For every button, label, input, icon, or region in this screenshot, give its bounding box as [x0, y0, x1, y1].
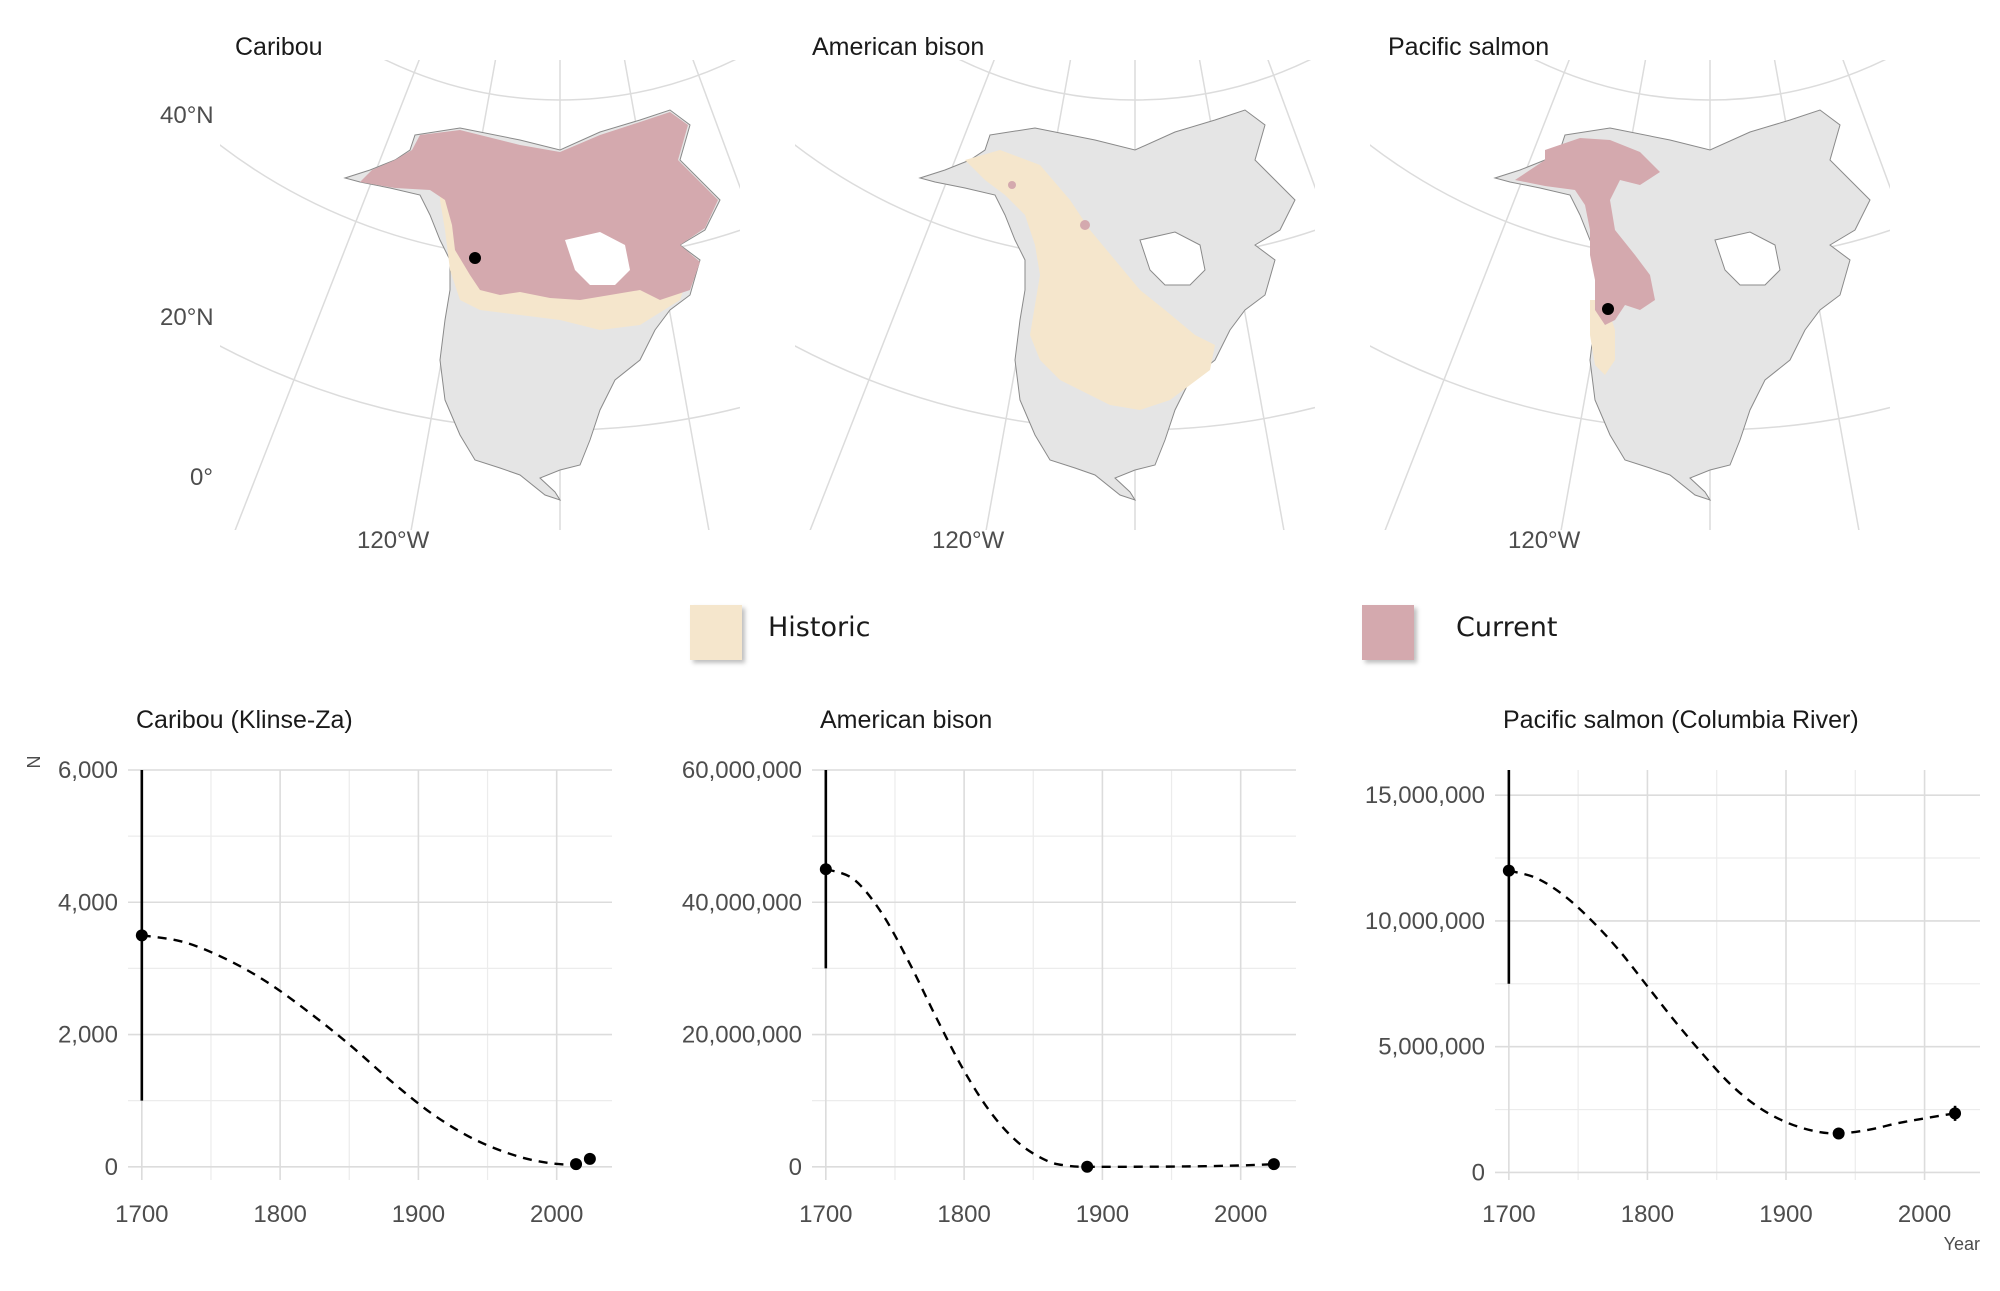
sample-location-dot [469, 252, 481, 264]
legend: Historic Current [690, 605, 1557, 660]
data-point [1832, 1127, 1845, 1140]
legend-swatch-current [1362, 605, 1414, 660]
lon-label: 120°W [1508, 527, 1581, 554]
y-tick-label: 0 [789, 1154, 802, 1181]
chart-panel: 1700 1800 1900 2000 0 5,000,000 10,000,000 15,0… [1365, 706, 1980, 1254]
trend-line [141, 934, 591, 1166]
chart-title: Caribou (Klinse-Za) [136, 706, 353, 734]
line-charts: 1700 1800 1900 2000 0 2,000 4,000 6,000 Caribou … [24, 706, 1980, 1254]
data-point [819, 863, 832, 876]
x-tick-label: 1700 [1482, 1201, 1535, 1228]
x-tick-label: 1800 [253, 1201, 306, 1228]
y-tick-label: 40,000,000 [682, 889, 802, 916]
y-axis-label: N [24, 756, 44, 769]
legend-label-historic: Historic [768, 612, 870, 643]
map-title: American bison [812, 33, 984, 61]
data-point [135, 929, 148, 942]
chart-title: Pacific salmon (Columbia River) [1503, 706, 1859, 734]
x-tick-label: 1800 [937, 1201, 990, 1228]
data-point [1949, 1107, 1962, 1120]
current-range [360, 112, 718, 300]
historic-range [965, 150, 1215, 410]
x-tick-label: 1900 [1076, 1201, 1129, 1228]
lon-label: 120°W [932, 527, 1005, 554]
legend-swatch-historic [690, 605, 742, 660]
chart-panel: 1700 1800 1900 2000 0 20,000,000 40,000,000 60,… [682, 706, 1296, 1228]
lon-label: 120°W [357, 527, 430, 554]
x-tick-label: 1900 [1759, 1201, 1812, 1228]
x-axis-label: Year [1944, 1234, 1980, 1254]
x-tick-label: 1700 [799, 1201, 852, 1228]
map-panel-bison: American bison 120°W [795, 33, 1315, 554]
legend-label-current: Current [1456, 612, 1557, 643]
chart-panel: 1700 1800 1900 2000 0 2,000 4,000 6,000 Caribou … [24, 706, 612, 1228]
x-tick-label: 1800 [1621, 1201, 1674, 1228]
current-range [1515, 138, 1660, 325]
data-point [1267, 1158, 1280, 1171]
data-point [583, 1152, 596, 1165]
x-tick-label: 2000 [1214, 1201, 1267, 1228]
y-tick-label: 2,000 [58, 1022, 118, 1049]
y-tick-label: 0 [105, 1154, 118, 1181]
data-point [570, 1158, 583, 1171]
y-tick-label: 0 [1472, 1159, 1485, 1186]
map-panel-caribou: Caribou 40°N 20°N 0° 120°W [160, 33, 740, 554]
y-tick-label: 15,000,000 [1365, 782, 1485, 809]
chart-title: American bison [820, 706, 992, 734]
y-tick-label: 20,000,000 [682, 1022, 802, 1049]
map-panel-salmon: Pacific salmon 120°W [1370, 33, 1890, 554]
current-range [1008, 181, 1090, 230]
lat-label-20: 20°N [160, 304, 214, 331]
x-tick-label: 1900 [392, 1201, 445, 1228]
x-tick-label: 2000 [1898, 1201, 1951, 1228]
map-title: Caribou [235, 33, 323, 61]
data-point [1502, 864, 1515, 877]
x-tick-label: 2000 [530, 1201, 583, 1228]
sample-location-dot [1602, 303, 1614, 315]
lat-label-40: 40°N [160, 102, 214, 129]
lat-label-0: 0° [190, 464, 213, 491]
data-point [1081, 1160, 1094, 1173]
y-tick-label: 6,000 [58, 757, 118, 784]
x-tick-label: 1700 [115, 1201, 168, 1228]
trend-line [825, 868, 1274, 1169]
y-tick-label: 60,000,000 [682, 757, 802, 784]
y-tick-label: 10,000,000 [1365, 908, 1485, 935]
trend-line [1508, 869, 1956, 1135]
y-tick-label: 4,000 [58, 889, 118, 916]
map-title: Pacific salmon [1388, 33, 1549, 61]
y-tick-label: 5,000,000 [1378, 1034, 1485, 1061]
